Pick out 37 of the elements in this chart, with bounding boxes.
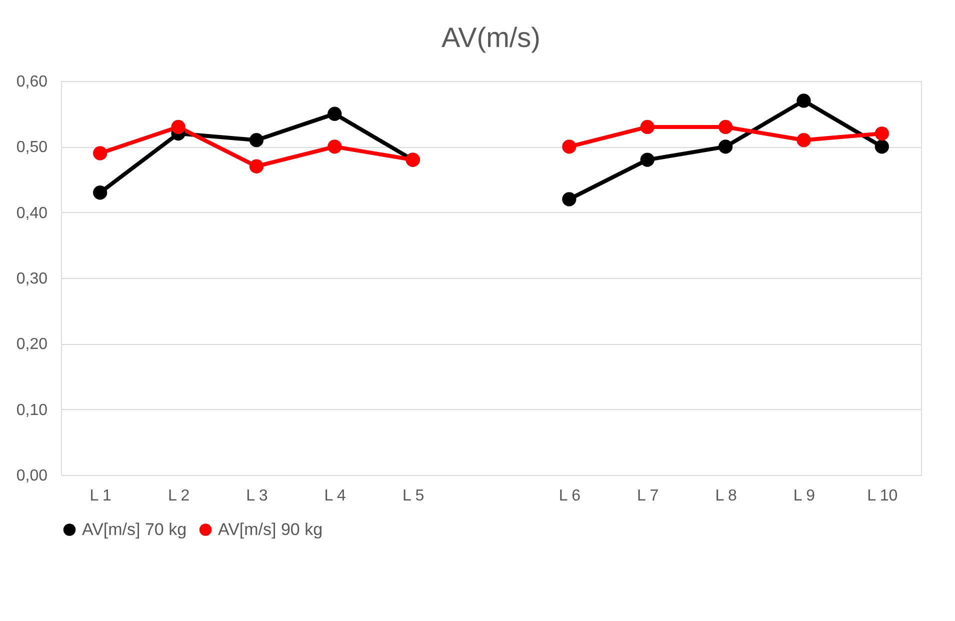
y-tick-label: 0,00	[16, 468, 48, 484]
point	[796, 94, 811, 108]
point	[718, 140, 733, 154]
point	[796, 133, 811, 148]
point	[874, 126, 889, 141]
point	[718, 120, 733, 134]
x-tick-label: L 8	[715, 488, 737, 504]
y-tick-label: 0,60	[16, 74, 48, 90]
x-tick-label: L 6	[558, 488, 581, 504]
point	[640, 152, 654, 167]
point	[640, 120, 654, 134]
y-tick-label: 0,20	[16, 336, 48, 354]
point	[249, 159, 264, 174]
x-tick-label: L 10	[867, 488, 898, 504]
x-tick-label: L 3	[246, 488, 268, 504]
y-tick-label: 0,10	[16, 402, 48, 419]
point	[328, 106, 342, 121]
x-tick-label: L 7	[637, 488, 659, 504]
x-tick-label: L 9	[793, 488, 816, 504]
x-tick-label: L 1	[90, 488, 112, 504]
point	[562, 192, 576, 206]
x-tick-label: L 2	[168, 488, 190, 504]
point	[171, 120, 186, 134]
point	[249, 133, 264, 148]
x-tick-label: L 4	[324, 488, 346, 504]
legend-label: AV[m/s] 90 kg	[218, 520, 323, 539]
point	[562, 140, 576, 154]
chart-title: AV(m/s)	[441, 22, 541, 53]
point	[93, 186, 108, 200]
point	[328, 140, 342, 154]
point	[93, 146, 108, 160]
x-tick-label: L 5	[402, 488, 424, 504]
y-tick-label: 0,50	[16, 139, 48, 156]
y-tick-label: 0,40	[16, 204, 48, 222]
point	[874, 140, 889, 154]
legend-label: AV[m/s] 70 kg	[82, 520, 187, 539]
y-tick-label: 0,30	[16, 270, 48, 288]
